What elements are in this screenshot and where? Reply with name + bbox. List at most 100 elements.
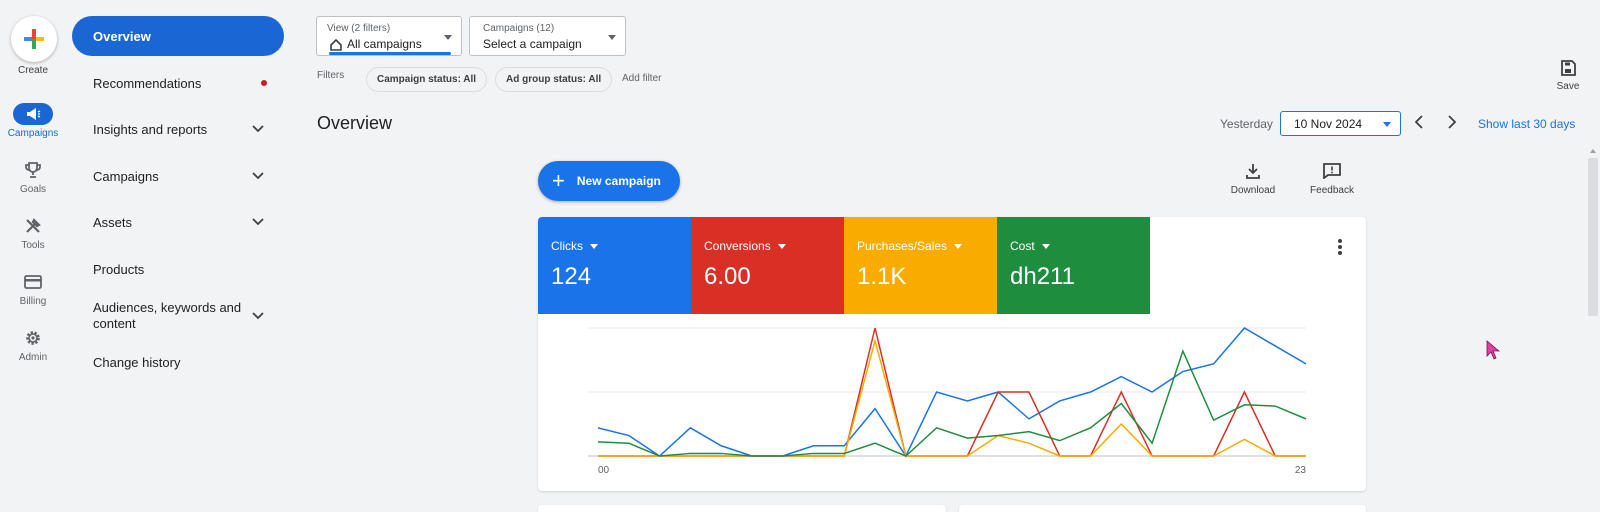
- save-button[interactable]: Save: [1550, 60, 1586, 92]
- dropdown-arrow-icon: [444, 35, 452, 40]
- nav-item-assets[interactable]: Assets: [72, 211, 284, 233]
- feedback-label: Feedback: [1310, 185, 1354, 196]
- summary-card-left: [538, 505, 946, 512]
- chevron-down-icon: [252, 172, 264, 180]
- caret-down-icon: [1041, 243, 1050, 249]
- nav-item-label: Products: [93, 261, 145, 277]
- x-tick-label: 00: [598, 465, 610, 476]
- metric-label: Clicks: [551, 239, 583, 253]
- rail-label-admin: Admin: [18, 352, 48, 363]
- nav-item-insights[interactable]: Insights and reports: [72, 118, 284, 140]
- nav-item-label: Insights and reports: [93, 121, 208, 137]
- show-last-30-days-link[interactable]: Show last 30 days: [1478, 117, 1576, 131]
- metric-label: Purchases/Sales: [857, 239, 948, 253]
- rail-label-goals: Goals: [19, 184, 47, 195]
- chevron-down-icon: [252, 312, 264, 320]
- chevron-down-icon: [252, 125, 264, 133]
- summary-card-right: [959, 505, 1366, 512]
- metric-tile-clicks[interactable]: Clicks 124: [538, 217, 691, 314]
- rail-item-admin[interactable]: Admin: [0, 327, 66, 363]
- metric-tile-purchases[interactable]: Purchases/Sales 1.1K: [844, 217, 997, 314]
- view-selector-caption: View (2 filters): [327, 23, 391, 34]
- dropdown-arrow-icon: [1383, 122, 1391, 127]
- download-label: Download: [1230, 185, 1276, 196]
- chevron-right-icon: [1448, 115, 1457, 129]
- left-rail: Create Campaigns Goals Tools Billing Adm…: [0, 0, 66, 512]
- notification-dot: [261, 80, 267, 86]
- chevron-left-icon: [1414, 115, 1423, 129]
- new-campaign-label: New campaign: [576, 174, 661, 188]
- tools-icon: [13, 215, 53, 237]
- download-button[interactable]: Download: [1228, 163, 1278, 196]
- nav-item-label: Audiences, keywords and content: [93, 300, 242, 331]
- caret-down-icon: [954, 243, 963, 249]
- chevron-down-icon: [252, 218, 264, 226]
- feedback-button[interactable]: Feedback: [1306, 163, 1358, 196]
- mouse-cursor-icon: [1486, 340, 1500, 360]
- rail-label-campaigns: Campaigns: [7, 128, 59, 139]
- nav-item-label: Campaigns: [93, 168, 159, 184]
- new-campaign-button[interactable]: + New campaign: [538, 161, 680, 201]
- filter-chip-ad-group-status[interactable]: Ad group status: All: [495, 67, 613, 92]
- nav-item-overview[interactable]: Overview: [72, 16, 284, 56]
- next-period-button[interactable]: [1443, 113, 1461, 131]
- rail-item-billing[interactable]: Billing: [0, 271, 66, 307]
- nav-item-campaigns[interactable]: Campaigns: [72, 165, 284, 187]
- dropdown-arrow-icon: [608, 35, 616, 40]
- active-indicator: [329, 52, 451, 55]
- performance-card: Clicks 124 Conversions 6.00 Purchases/Sa…: [538, 217, 1366, 491]
- metric-value: 6.00: [704, 263, 751, 290]
- metric-label: Cost: [1010, 239, 1035, 253]
- feedback-icon: [1323, 163, 1341, 179]
- nav-item-label: Overview: [93, 28, 151, 44]
- campaign-selector-value: Select a campaign: [483, 37, 582, 51]
- rail-label-tools: Tools: [21, 240, 45, 251]
- page-title: Overview: [317, 113, 393, 133]
- series-line-2: [598, 337, 1306, 457]
- more-options-icon[interactable]: [1338, 239, 1342, 255]
- metric-tile-cost[interactable]: Cost dh211: [997, 217, 1150, 314]
- filter-chip-campaign-status[interactable]: Campaign status: All: [366, 67, 488, 92]
- date-preset-label: Yesterday: [1220, 117, 1273, 131]
- add-filter-link[interactable]: Add filter: [622, 73, 662, 84]
- credit-card-icon: [13, 271, 53, 293]
- metric-tile-conversions[interactable]: Conversions 6.00: [691, 217, 844, 314]
- rail-item-campaigns[interactable]: Campaigns: [0, 103, 66, 139]
- save-label: Save: [1556, 81, 1580, 92]
- date-selector[interactable]: 10 Nov 2024: [1280, 111, 1401, 136]
- nav-item-label: Change history: [93, 354, 181, 370]
- series-line-0: [597, 327, 1307, 458]
- scrollbar-thumb[interactable]: [1588, 158, 1598, 316]
- nav-item-recommendations[interactable]: Recommendations: [72, 72, 284, 94]
- save-icon: [1561, 60, 1576, 76]
- download-icon: [1246, 164, 1260, 179]
- nav-item-products[interactable]: Products: [72, 258, 284, 280]
- metric-label: Conversions: [704, 239, 771, 253]
- caret-down-icon: [777, 243, 786, 249]
- series-line-3: [597, 348, 1307, 457]
- rail-item-tools[interactable]: Tools: [0, 215, 66, 251]
- date-value: 10 Nov 2024: [1294, 117, 1363, 131]
- view-selector[interactable]: View (2 filters) All campaigns: [316, 16, 462, 56]
- campaign-selector[interactable]: Campaigns (12) Select a campaign: [469, 16, 626, 56]
- nav-item-change-history[interactable]: Change history: [72, 351, 284, 373]
- plus-icon: [24, 29, 44, 49]
- create-button[interactable]: [11, 16, 57, 62]
- previous-period-button[interactable]: [1410, 113, 1428, 131]
- scroll-up-arrow[interactable]: [1590, 149, 1596, 153]
- metric-value: 1.1K: [857, 263, 907, 290]
- nav-item-audiences[interactable]: Audiences, keywords and content: [72, 298, 284, 334]
- create-label: Create: [17, 65, 48, 76]
- caret-down-icon: [590, 243, 598, 249]
- performance-chart: 00 23: [588, 327, 1307, 476]
- filters-label: Filters: [317, 70, 345, 81]
- rail-item-goals[interactable]: Goals: [0, 159, 66, 195]
- megaphone-icon: [13, 103, 53, 125]
- x-tick-label: 23: [1295, 465, 1307, 476]
- home-icon: [330, 39, 342, 51]
- metric-value: 124: [551, 263, 592, 290]
- gear-icon: [13, 327, 53, 349]
- metric-value: dh211: [1010, 263, 1075, 290]
- plus-icon: +: [552, 168, 565, 193]
- nav-item-label: Assets: [93, 214, 133, 230]
